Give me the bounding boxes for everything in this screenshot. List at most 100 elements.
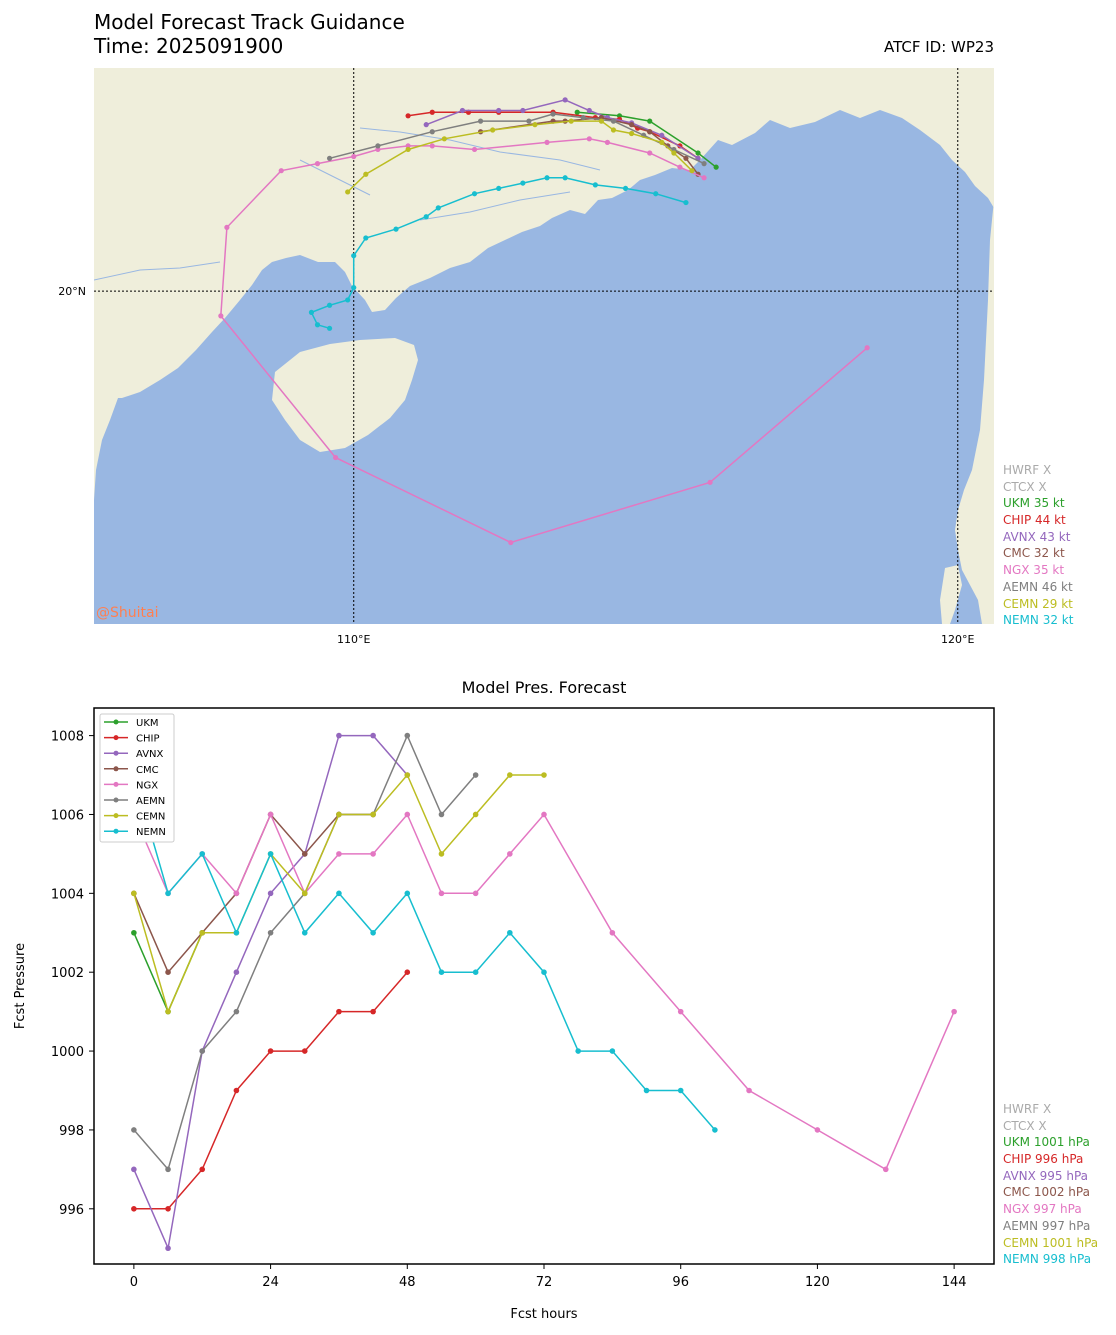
series-point-nemn bbox=[643, 1087, 650, 1094]
series-point-ngx bbox=[609, 929, 616, 936]
series-point-aemn bbox=[233, 1008, 240, 1015]
series-point-cmc bbox=[301, 851, 308, 857]
y-tick-label: 1004 bbox=[51, 887, 84, 902]
track-point-nemn bbox=[393, 226, 399, 232]
map-basemap bbox=[94, 68, 994, 624]
series-point-nemn bbox=[575, 1048, 581, 1054]
pressure-chart: Model Pres. Forecast 0 24 48 72 96 120 144 996 9… bbox=[13, 678, 995, 1322]
track-point-nemn bbox=[471, 191, 478, 197]
series-point-cemn bbox=[370, 811, 376, 818]
pres-legend-chip: CHIP 996 hPa bbox=[1003, 1152, 1084, 1167]
track-point-ngx bbox=[604, 139, 611, 145]
taiwan-island bbox=[955, 200, 994, 624]
series-point-nemn bbox=[609, 1048, 616, 1054]
series-point-nemn bbox=[438, 969, 445, 975]
track-avnx bbox=[425, 99, 699, 159]
track-point-avnx bbox=[562, 97, 568, 103]
series-point-nemn bbox=[712, 1127, 718, 1133]
y-tick-label: 1000 bbox=[51, 1045, 84, 1060]
track-point-nemn bbox=[520, 180, 526, 186]
track-point-nemn bbox=[562, 175, 568, 181]
series-point-chip bbox=[370, 1008, 376, 1015]
series-point-ngx bbox=[472, 890, 479, 897]
pres-legend-ngx: NGX 997 hPa bbox=[1003, 1202, 1082, 1217]
map-legend-cmc: CMC 32 kt bbox=[1003, 546, 1065, 561]
track-point-nemn bbox=[653, 191, 659, 197]
track-point-nemn bbox=[423, 214, 429, 220]
track-point-ukm bbox=[647, 118, 653, 124]
pres-legend-avnx: AVNX 995 hPa bbox=[1003, 1168, 1089, 1183]
title-line: Model Forecast Track Guidance bbox=[94, 10, 405, 34]
track-point-ngx bbox=[701, 175, 707, 181]
inset-legend-marker bbox=[113, 828, 119, 834]
inset-legend-marker bbox=[113, 735, 119, 741]
series-point-ngx bbox=[507, 851, 513, 857]
series-point-cemn bbox=[507, 772, 513, 778]
track-point-nemn bbox=[308, 309, 315, 315]
vietnam-coast bbox=[94, 398, 118, 500]
inset-legend-box bbox=[99, 713, 175, 843]
track-point-nemn bbox=[326, 302, 333, 308]
track-point-nemn bbox=[622, 185, 629, 192]
y-tick-label: 998 bbox=[59, 1124, 84, 1139]
series-point-cemn bbox=[165, 1008, 171, 1015]
track-point-ngx bbox=[677, 164, 683, 170]
x-tick-label: 0 bbox=[130, 1275, 138, 1290]
track-point-ngx bbox=[508, 539, 514, 546]
map-legend-nemn: NEMN 32 kt bbox=[1003, 613, 1074, 628]
pres-legend-cemn: CEMN 1001 hPa bbox=[1003, 1235, 1099, 1250]
track-point-avnx bbox=[423, 122, 429, 128]
series-point-cemn bbox=[438, 851, 445, 857]
track-layer bbox=[218, 97, 870, 546]
track-point-avnx bbox=[586, 107, 592, 114]
series-point-nemn bbox=[336, 890, 342, 897]
series-point-chip bbox=[233, 1087, 240, 1094]
series-point-avnx bbox=[370, 732, 376, 739]
track-nemn bbox=[310, 177, 687, 330]
series-point-ukm bbox=[131, 929, 137, 936]
track-point-ngx bbox=[647, 150, 653, 156]
pres-legend-cmc: CMC 1002 hPa bbox=[1003, 1185, 1090, 1200]
track-point-cmc bbox=[683, 155, 689, 161]
rivers bbox=[94, 127, 601, 281]
inset-legend-marker bbox=[113, 781, 119, 787]
track-point-nemn bbox=[496, 185, 502, 192]
track-point-cemn bbox=[405, 146, 411, 153]
y-tick-label: 1006 bbox=[51, 808, 84, 823]
inset-legend-label: NEMN bbox=[136, 827, 166, 838]
track-point-ngx bbox=[224, 224, 230, 230]
series-point-nemn bbox=[677, 1087, 684, 1094]
pressure-axes: 0 24 48 72 96 120 144 996 998 1000 1002 1004 1006 100… bbox=[51, 730, 967, 1290]
x-axis-label: Fcst hours bbox=[510, 1307, 577, 1322]
track-point-chip bbox=[405, 113, 411, 119]
x-tick-label: 120 bbox=[805, 1275, 830, 1290]
series-point-aemn bbox=[472, 772, 479, 778]
series-point-cemn bbox=[472, 811, 479, 818]
track-point-ngx bbox=[586, 136, 592, 142]
series-point-cemn bbox=[301, 890, 308, 897]
series-point-cemn bbox=[131, 890, 137, 897]
pres-legend-nemn: NEMN 998 hPa bbox=[1003, 1252, 1092, 1267]
y-axis-label: Fcst Pressure bbox=[13, 943, 28, 1029]
series-point-ngx bbox=[882, 1166, 889, 1173]
inset-legend-marker bbox=[113, 719, 119, 725]
map-legend-ctcx: CTCX X bbox=[1003, 479, 1047, 494]
chart-title: Model Forecast Track Guidance Time: 2025… bbox=[94, 10, 405, 58]
inset-legend-label: AEMN bbox=[136, 796, 165, 807]
track-point-nemn bbox=[544, 175, 550, 181]
track-point-ngx bbox=[544, 139, 550, 145]
plot-frame bbox=[93, 707, 995, 1265]
track-point-aemn bbox=[550, 111, 556, 117]
watermark: @Shuitai bbox=[96, 605, 158, 621]
series-point-nemn bbox=[541, 969, 547, 975]
track-point-avnx bbox=[459, 107, 466, 114]
series-point-ngx bbox=[814, 1127, 821, 1133]
map-ytick-20: 20°N bbox=[58, 285, 86, 298]
track-point-cemn bbox=[568, 118, 574, 124]
atcf-id: ATCF ID: WP23 bbox=[883, 38, 994, 56]
track-point-aemn bbox=[375, 143, 381, 149]
track-point-cemn bbox=[628, 130, 635, 137]
series-point-nemn bbox=[507, 929, 513, 936]
series-point-aemn bbox=[199, 1048, 206, 1054]
series-line-nemn bbox=[133, 774, 716, 1131]
